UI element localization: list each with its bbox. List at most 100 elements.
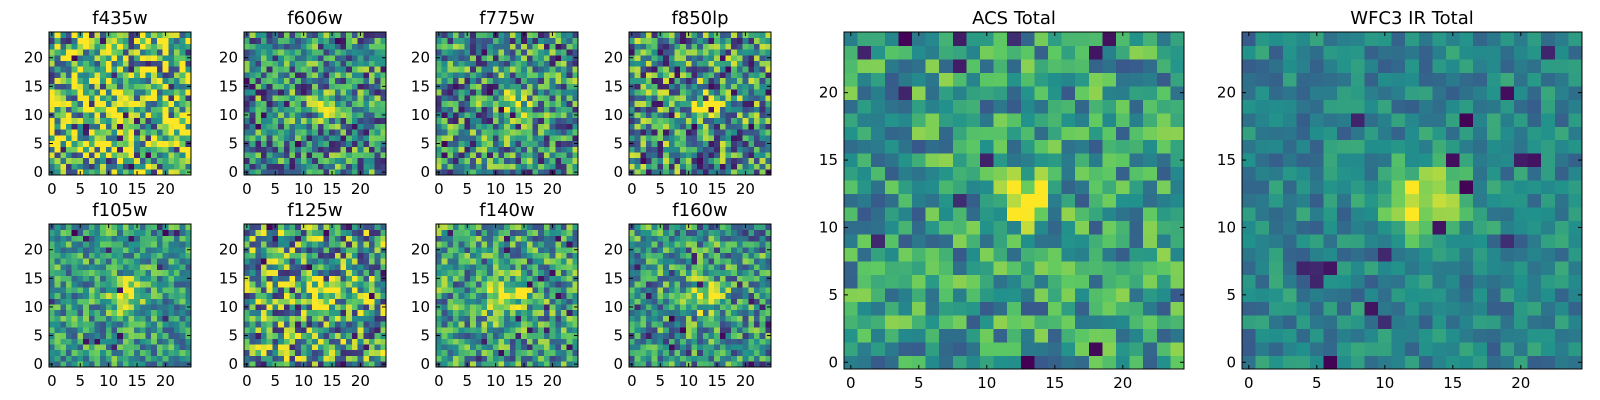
heatmap-cell bbox=[453, 106, 460, 113]
heatmap-cell bbox=[54, 163, 61, 170]
heatmap-cell bbox=[634, 77, 641, 84]
heatmap-cell bbox=[122, 157, 129, 164]
heatmap-cell bbox=[470, 117, 477, 124]
heatmap-cell bbox=[162, 100, 169, 107]
heatmap-cell bbox=[145, 43, 152, 50]
heatmap-cell bbox=[351, 275, 358, 282]
heatmap-cell bbox=[272, 229, 279, 236]
heatmap-cell bbox=[374, 117, 381, 124]
heatmap-cell bbox=[134, 258, 141, 265]
heatmap-cell bbox=[549, 72, 556, 79]
heatmap-cell bbox=[312, 298, 319, 305]
heatmap-cell bbox=[748, 152, 755, 159]
heatmap-cell bbox=[555, 252, 562, 259]
heatmap-cell bbox=[272, 315, 279, 322]
heatmap-cell bbox=[481, 157, 488, 164]
y-tick-label: 15 bbox=[411, 269, 430, 287]
heatmap-cell bbox=[702, 72, 709, 79]
heatmap-cell bbox=[515, 349, 522, 356]
heatmap-cell bbox=[66, 275, 73, 282]
heatmap-cell bbox=[117, 60, 124, 67]
heatmap-cell bbox=[436, 229, 443, 236]
heatmap-cell bbox=[629, 281, 636, 288]
heatmap-cell bbox=[487, 37, 494, 44]
heatmap-cell bbox=[458, 32, 465, 39]
heatmap-cell bbox=[329, 100, 336, 107]
heatmap-cell bbox=[492, 117, 499, 124]
heatmap-cell bbox=[702, 49, 709, 56]
heatmap-cell bbox=[255, 281, 262, 288]
heatmap-cell bbox=[334, 349, 341, 356]
heatmap-cell bbox=[77, 269, 84, 276]
heatmap-cell bbox=[306, 246, 313, 253]
heatmap-cell bbox=[674, 117, 681, 124]
heatmap-cell bbox=[532, 54, 539, 61]
heatmap-cell bbox=[156, 344, 163, 351]
heatmap-cell bbox=[105, 37, 112, 44]
heatmap-cell bbox=[173, 281, 181, 288]
heatmap-cell bbox=[54, 100, 61, 107]
heatmap-cell bbox=[697, 60, 704, 67]
heatmap-cell bbox=[725, 157, 732, 164]
heatmap-cell bbox=[487, 235, 494, 242]
heatmap-cell bbox=[312, 140, 319, 147]
heatmap-cell bbox=[272, 309, 279, 316]
heatmap-cell bbox=[156, 309, 163, 316]
heatmap-cell bbox=[54, 292, 61, 299]
heatmap-cell bbox=[255, 309, 262, 316]
heatmap-cell bbox=[334, 106, 341, 113]
heatmap-cell bbox=[244, 100, 251, 107]
heatmap-cell bbox=[54, 123, 61, 130]
heatmap-cell bbox=[731, 157, 738, 164]
heatmap-cell bbox=[111, 355, 118, 362]
heatmap-cell bbox=[640, 100, 647, 107]
heatmap-cell bbox=[255, 94, 262, 102]
heatmap-cell bbox=[255, 292, 262, 299]
heatmap-cell bbox=[49, 129, 56, 136]
heatmap-cell bbox=[634, 100, 641, 107]
heatmap-cell bbox=[122, 37, 129, 44]
heatmap-cell bbox=[306, 54, 313, 61]
heatmap-cell bbox=[504, 298, 511, 305]
heatmap-cell bbox=[753, 37, 761, 44]
heatmap-cell bbox=[526, 264, 533, 271]
heatmap-cell bbox=[54, 315, 61, 322]
heatmap-cell bbox=[464, 37, 471, 44]
heatmap-cell bbox=[748, 66, 755, 73]
heatmap-cell bbox=[526, 106, 533, 113]
heatmap-cell bbox=[66, 32, 73, 39]
heatmap-cell bbox=[255, 338, 262, 345]
heatmap-cell bbox=[363, 264, 370, 271]
heatmap-cell bbox=[289, 246, 296, 253]
heatmap-cell bbox=[663, 321, 670, 328]
heatmap-cell bbox=[272, 89, 279, 96]
heatmap-cell bbox=[555, 292, 562, 299]
heatmap-cell bbox=[351, 163, 358, 170]
heatmap-cell bbox=[185, 49, 192, 56]
heatmap-cell bbox=[458, 292, 465, 299]
heatmap-cell bbox=[306, 269, 313, 276]
heatmap-cell bbox=[244, 123, 251, 130]
heatmap-cell bbox=[572, 258, 579, 265]
heatmap-cell bbox=[487, 112, 494, 119]
heatmap-cell bbox=[363, 49, 370, 56]
heatmap-cell bbox=[447, 43, 454, 50]
heatmap-cell bbox=[295, 315, 302, 322]
heatmap-cell bbox=[566, 315, 573, 322]
heatmap-cell bbox=[255, 252, 262, 259]
heatmap-cell bbox=[151, 37, 158, 44]
heatmap-cell bbox=[94, 304, 101, 311]
heatmap-cell bbox=[83, 106, 90, 113]
panel-title: f775w bbox=[479, 8, 534, 29]
heatmap-cell bbox=[492, 229, 499, 236]
heatmap-cell bbox=[714, 304, 721, 311]
heatmap-cell bbox=[54, 89, 61, 96]
heatmap-cell bbox=[255, 89, 262, 96]
heatmap-cell bbox=[685, 49, 692, 56]
heatmap-cell bbox=[447, 77, 454, 84]
heatmap-cell bbox=[566, 94, 573, 102]
heatmap-cell bbox=[543, 281, 550, 288]
heatmap-cell bbox=[162, 112, 169, 119]
heatmap-cell bbox=[736, 157, 743, 164]
heatmap-cell bbox=[334, 112, 341, 119]
